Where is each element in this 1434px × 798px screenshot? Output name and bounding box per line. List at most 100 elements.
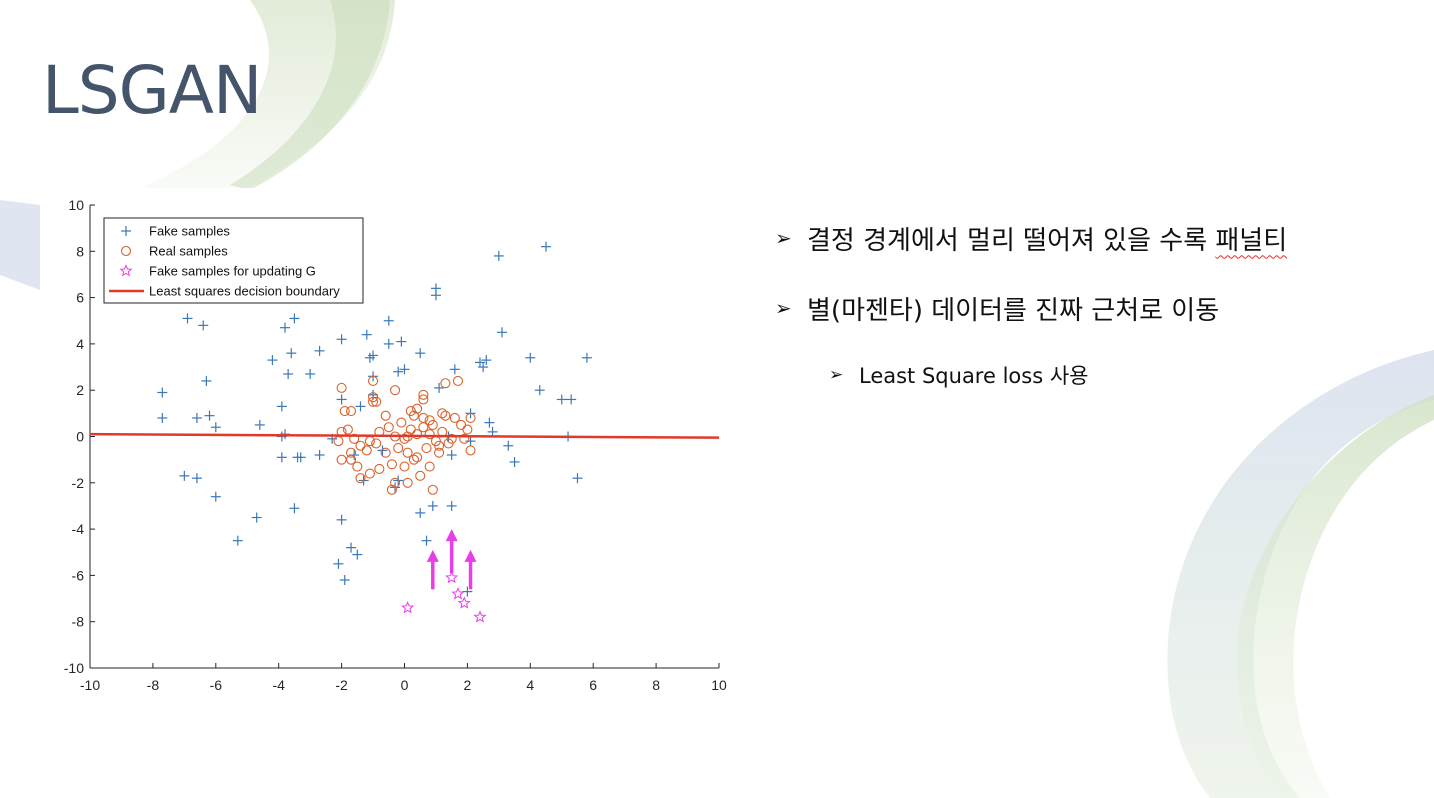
fake-sample-point xyxy=(276,452,287,463)
fake-sample-point xyxy=(396,336,407,347)
fake-sample-point xyxy=(314,345,325,356)
fake-sample-point xyxy=(157,412,168,423)
fake-sample-point xyxy=(289,503,300,514)
real-sample-point xyxy=(355,473,366,484)
fake-sample-point xyxy=(333,558,344,569)
bullet-list: ➢ 결정 경계에서 멀리 떨어져 있을 수록 패널티 ➢ 별(마젠타) 데이터를… xyxy=(775,218,1415,392)
fake-sample-point xyxy=(279,322,290,333)
moved-sample-star xyxy=(445,570,459,584)
real-sample-point xyxy=(427,484,438,495)
moved-sample-star xyxy=(473,610,487,623)
real-sample-point xyxy=(393,443,404,454)
fake-sample-point xyxy=(481,355,492,366)
fake-sample-point xyxy=(572,473,583,484)
arrowhead-bullet-icon: ➢ xyxy=(775,226,792,250)
real-sample-point xyxy=(418,422,429,433)
real-sample-point xyxy=(418,389,429,400)
real-sample-point xyxy=(336,454,347,465)
real-sample-point xyxy=(345,454,357,465)
y-tick-label: 8 xyxy=(76,243,84,259)
real-sample-point xyxy=(364,468,375,479)
arrowhead-bullet-icon: ➢ xyxy=(775,296,792,320)
moved-sample-star xyxy=(401,600,415,614)
real-sample-point xyxy=(449,412,460,424)
fake-sample-point xyxy=(276,401,287,412)
fake-sample-point xyxy=(289,313,300,324)
fake-sample-point xyxy=(254,419,265,430)
bullet-1: ➢ 결정 경계에서 멀리 떨어져 있을 수록 패널티 xyxy=(775,218,1415,258)
fake-sample-point xyxy=(484,417,495,428)
decision-boundary-line xyxy=(89,432,720,439)
fake-sample-point xyxy=(157,387,168,398)
fake-sample-point xyxy=(295,452,306,463)
y-tick-label: 10 xyxy=(68,197,84,213)
real-sample-point xyxy=(352,461,363,472)
x-tick-label: 0 xyxy=(401,677,409,693)
bullet-1-spellcheck-word: 패널티 xyxy=(1215,225,1288,256)
fake-sample-point xyxy=(377,445,388,456)
y-tick-label: -6 xyxy=(72,567,85,583)
fake-sample-point xyxy=(232,535,243,546)
fake-sample-point xyxy=(525,352,536,363)
y-tick-label: -4 xyxy=(72,521,85,537)
real-sample-point xyxy=(424,429,435,440)
real-sample-point xyxy=(345,447,357,458)
real-sample-point xyxy=(437,408,448,419)
real-sample-point xyxy=(364,436,375,447)
moved-sample-star xyxy=(451,587,465,600)
fake-sample-point xyxy=(191,412,202,423)
real-sample-point xyxy=(367,396,379,407)
x-tick-label: 8 xyxy=(652,677,660,693)
real-sample-point xyxy=(434,440,445,451)
legend-star-icon xyxy=(119,264,133,277)
fake-sample-point xyxy=(581,352,592,363)
x-tick-label: 4 xyxy=(526,677,534,693)
fake-sample-point xyxy=(478,362,489,373)
real-sample-point xyxy=(371,396,382,407)
fake-sample-point xyxy=(430,290,441,301)
real-sample-point xyxy=(386,459,397,470)
bullet-2-text: 별(마젠타) 데이터를 진짜 근처로 이동 xyxy=(807,295,1220,326)
real-sample-point xyxy=(412,452,423,463)
real-sample-point xyxy=(349,433,360,444)
real-sample-point xyxy=(339,405,350,417)
fake-sample-point xyxy=(198,320,209,331)
real-sample-point xyxy=(408,454,419,465)
x-tick-label: -6 xyxy=(210,677,223,693)
real-sample-point xyxy=(333,436,344,447)
fake-sample-point xyxy=(541,241,552,252)
real-sample-point xyxy=(386,484,397,495)
fake-sample-point xyxy=(352,549,363,560)
legend-box xyxy=(103,217,364,304)
fake-sample-point xyxy=(336,334,347,345)
real-sample-point xyxy=(440,410,451,421)
fake-sample-point xyxy=(465,436,476,447)
real-sample-point xyxy=(361,445,372,456)
y-tick-label: -2 xyxy=(72,475,85,491)
fake-sample-point xyxy=(503,440,514,451)
real-sample-point xyxy=(380,410,391,421)
arrowhead-bullet-icon: ➢ xyxy=(829,365,844,385)
fake-sample-point xyxy=(361,329,372,340)
bullet-3: ➢ Least Square loss 사용 xyxy=(829,358,1415,392)
fake-sample-point xyxy=(283,368,294,379)
x-tick-label: 10 xyxy=(711,677,727,693)
real-sample-point xyxy=(465,445,476,456)
x-tick-label: 2 xyxy=(464,677,472,693)
fake-sample-point xyxy=(251,512,262,523)
x-tick-label: -4 xyxy=(272,677,285,693)
fake-sample-point xyxy=(210,491,221,502)
legend-label: Real samples xyxy=(149,244,228,259)
bullet-1-prefix: 결정 경계에서 멀리 떨어져 있을 수록 xyxy=(807,225,1216,256)
fake-sample-point xyxy=(336,394,347,405)
real-sample-point xyxy=(456,419,467,430)
y-tick-label: -8 xyxy=(72,614,85,630)
real-sample-point xyxy=(434,447,445,458)
fake-sample-point xyxy=(493,250,504,261)
real-sample-point xyxy=(412,403,423,414)
fake-sample-point xyxy=(383,315,394,326)
fake-sample-point xyxy=(446,450,457,461)
x-tick-label: -8 xyxy=(147,677,160,693)
fake-sample-point xyxy=(336,514,347,525)
